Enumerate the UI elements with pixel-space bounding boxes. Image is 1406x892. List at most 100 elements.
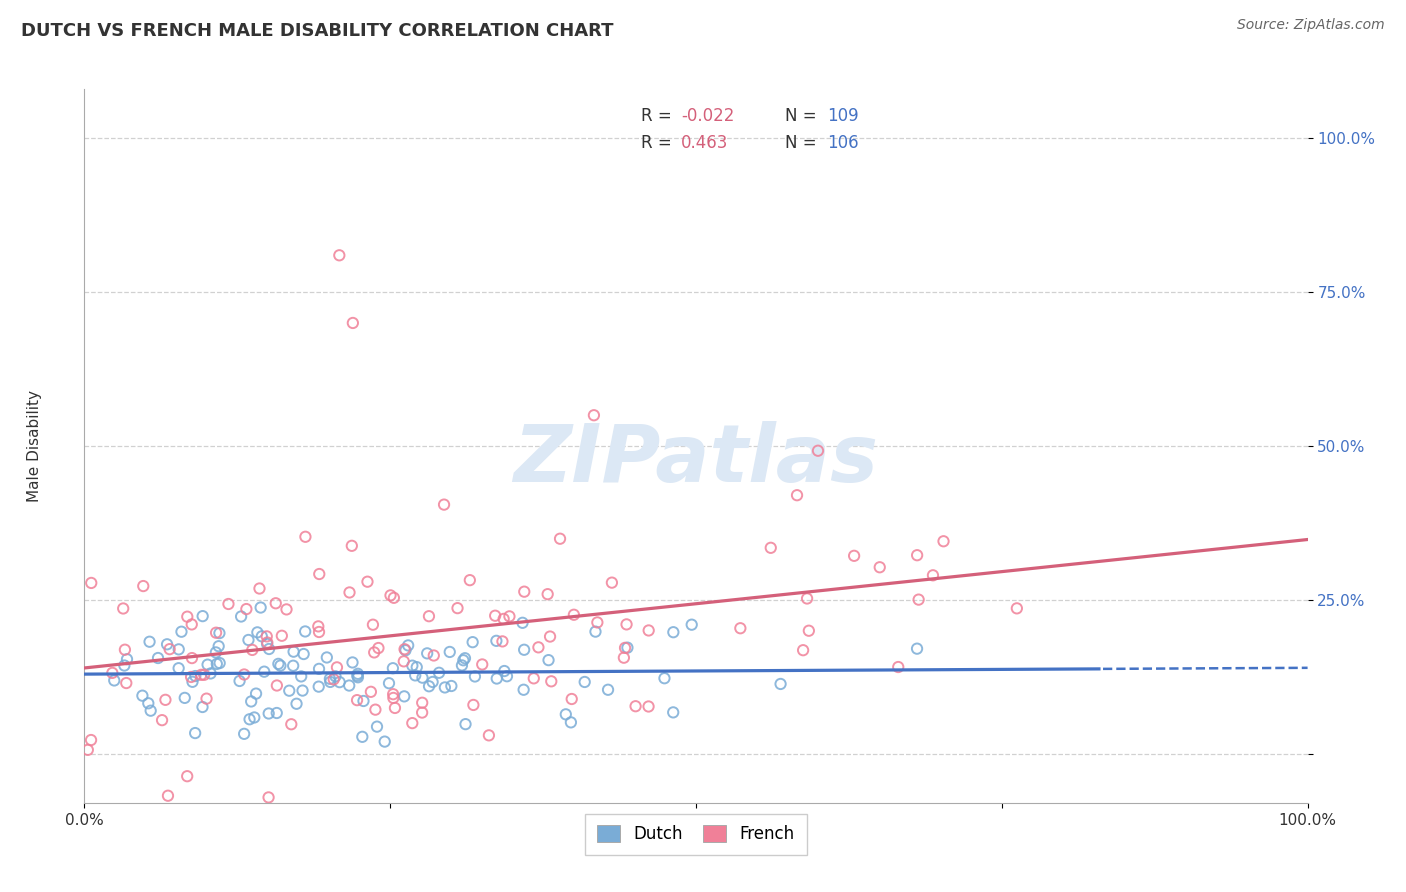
Point <box>308 625 330 640</box>
Point <box>512 615 534 630</box>
Point <box>485 633 508 648</box>
Point <box>346 693 368 707</box>
Point <box>538 630 561 644</box>
Point <box>560 715 582 730</box>
Point <box>792 643 814 657</box>
Point <box>131 689 153 703</box>
Point <box>356 574 378 589</box>
Point <box>382 690 405 705</box>
Point <box>339 585 361 599</box>
Point <box>205 645 228 659</box>
Point <box>512 682 534 697</box>
Point <box>614 640 637 655</box>
Point <box>554 707 576 722</box>
Point <box>319 674 342 689</box>
Point <box>155 693 177 707</box>
Point <box>433 681 456 695</box>
Point <box>240 694 263 708</box>
Text: R =: R = <box>641 135 682 153</box>
Point <box>492 612 515 626</box>
Point <box>491 634 513 648</box>
Point <box>112 601 135 615</box>
Point <box>191 700 214 714</box>
Text: 109: 109 <box>827 107 859 125</box>
Point <box>454 717 477 731</box>
Text: 106: 106 <box>827 135 859 153</box>
Point <box>887 660 910 674</box>
Point <box>190 668 212 682</box>
Text: DUTCH VS FRENCH MALE DISABILITY CORRELATION CHART: DUTCH VS FRENCH MALE DISABILITY CORRELAT… <box>21 22 613 40</box>
Point <box>418 609 440 624</box>
Text: -0.022: -0.022 <box>682 107 735 125</box>
Point <box>139 704 162 718</box>
Point <box>411 706 433 720</box>
Text: N =: N = <box>786 135 823 153</box>
Point <box>80 576 103 591</box>
Point <box>352 730 374 744</box>
Point <box>471 657 494 672</box>
Point <box>1005 601 1028 615</box>
Point <box>243 710 266 724</box>
Point <box>681 617 703 632</box>
Point <box>176 609 198 624</box>
Point <box>239 712 262 726</box>
Point <box>346 669 368 683</box>
Point <box>463 698 485 712</box>
Point <box>759 541 782 555</box>
Legend: Dutch, French: Dutch, French <box>585 814 807 855</box>
Point <box>423 648 446 663</box>
Point <box>367 640 389 655</box>
Point <box>245 687 267 701</box>
Point <box>574 675 596 690</box>
Point <box>156 637 179 651</box>
Point <box>197 657 219 672</box>
Point <box>366 720 388 734</box>
Point <box>730 621 752 635</box>
Point <box>396 639 419 653</box>
Point <box>382 591 405 605</box>
Point <box>600 575 623 590</box>
Point <box>256 629 278 643</box>
Point <box>513 584 536 599</box>
Point <box>394 642 416 657</box>
Point <box>181 651 204 665</box>
Point <box>484 608 506 623</box>
Point <box>416 646 439 660</box>
Point <box>411 696 433 710</box>
Point <box>249 582 271 596</box>
Point <box>613 650 636 665</box>
Point <box>451 658 474 673</box>
Point <box>616 640 638 655</box>
Point <box>485 672 508 686</box>
Point <box>173 690 195 705</box>
Point <box>662 625 685 640</box>
Point <box>869 560 891 574</box>
Point <box>582 409 605 423</box>
Point <box>200 666 222 681</box>
Point <box>381 661 404 675</box>
Point <box>294 530 316 544</box>
Point <box>235 602 257 616</box>
Point <box>180 670 202 684</box>
Point <box>328 248 350 262</box>
Point <box>394 690 416 704</box>
Point <box>229 609 252 624</box>
Point <box>208 639 231 653</box>
Point <box>562 607 585 622</box>
Point <box>364 703 387 717</box>
Point <box>115 676 138 690</box>
Point <box>384 701 406 715</box>
Point <box>404 668 426 682</box>
Point <box>233 667 256 681</box>
Point <box>228 673 250 688</box>
Point <box>180 617 202 632</box>
Text: 0.463: 0.463 <box>682 135 728 153</box>
Point <box>326 660 349 674</box>
Point <box>382 687 405 701</box>
Point <box>637 624 659 638</box>
Point <box>195 691 218 706</box>
Point <box>184 726 207 740</box>
Text: N =: N = <box>786 107 823 125</box>
Point <box>361 617 384 632</box>
Point <box>308 662 330 676</box>
